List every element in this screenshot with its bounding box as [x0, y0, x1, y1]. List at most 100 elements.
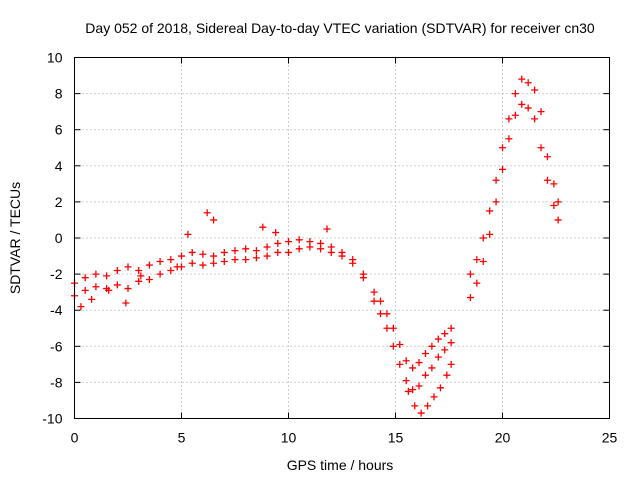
data-point — [492, 198, 500, 206]
data-point — [550, 180, 558, 188]
data-point — [285, 238, 292, 246]
data-point — [156, 257, 164, 265]
y-tick-label: 0 — [55, 230, 63, 246]
x-tick-label: 25 — [602, 430, 618, 446]
data-point — [188, 248, 196, 256]
data-point — [436, 384, 444, 392]
data-point — [124, 263, 132, 271]
data-point — [92, 283, 100, 291]
data-point — [479, 234, 487, 242]
y-tick-label: 10 — [47, 50, 63, 66]
data-point — [88, 295, 96, 303]
data-point — [441, 346, 449, 354]
data-point — [434, 335, 442, 343]
data-point — [167, 266, 175, 274]
chart-title: Day 052 of 2018, Sidereal Day-to-day VTE… — [85, 20, 595, 36]
data-point — [424, 402, 432, 410]
data-point — [199, 261, 207, 269]
tick-labels: 0 5 10 15 20 25 -10 -8 -6 -4 -2 0 2 4 6 8 10 — [42, 50, 617, 446]
plot-frame — [74, 57, 610, 419]
data-point — [447, 360, 455, 368]
data-point — [359, 274, 367, 282]
x-axis-label: GPS time / hours — [287, 457, 394, 473]
data-point — [370, 288, 378, 296]
data-point — [81, 286, 89, 294]
data-point — [543, 176, 551, 184]
series-track-c — [404, 360, 455, 417]
data-point — [415, 359, 423, 367]
data-point — [220, 248, 228, 256]
data-point — [242, 256, 250, 264]
y-tick-label: -4 — [50, 302, 63, 318]
y-tick-label: 6 — [55, 122, 63, 138]
data-points — [71, 75, 562, 417]
data-point — [505, 135, 513, 143]
data-point — [415, 382, 423, 390]
data-point — [421, 350, 429, 358]
data-point — [447, 324, 455, 332]
x-tick-label: 15 — [388, 430, 404, 446]
y-axis-label: SDTVAR / TECUs — [7, 182, 23, 294]
data-point — [473, 256, 481, 264]
data-point — [554, 198, 562, 206]
data-point — [306, 243, 314, 251]
data-point — [377, 310, 385, 318]
data-point — [389, 342, 397, 350]
data-point — [272, 229, 280, 237]
data-point — [428, 342, 436, 350]
data-point — [518, 100, 526, 108]
data-point — [492, 176, 500, 184]
data-point — [81, 274, 89, 282]
data-point — [370, 297, 378, 305]
data-point — [428, 364, 436, 372]
data-point — [443, 371, 451, 379]
data-point — [421, 371, 429, 379]
data-point — [135, 277, 143, 285]
data-point — [252, 247, 260, 255]
grid — [74, 57, 610, 419]
data-point — [145, 261, 153, 269]
data-point — [137, 272, 145, 280]
data-point — [389, 324, 397, 332]
data-point — [167, 256, 175, 264]
data-point — [338, 252, 346, 260]
data-point — [113, 266, 121, 274]
data-point — [113, 281, 121, 289]
data-point — [274, 248, 282, 256]
data-point — [524, 79, 532, 87]
data-point — [231, 247, 239, 255]
y-tick-label: -10 — [42, 411, 62, 427]
data-point — [259, 223, 267, 231]
data-point — [537, 144, 545, 152]
x-tick-label: 10 — [281, 430, 297, 446]
data-point — [396, 360, 404, 368]
data-point — [518, 75, 526, 83]
series-track-b — [71, 100, 562, 394]
data-point — [145, 276, 153, 284]
data-point — [441, 330, 449, 338]
data-point — [377, 297, 385, 305]
data-point — [511, 90, 519, 98]
data-point — [383, 324, 391, 332]
data-point — [537, 108, 545, 116]
data-point — [188, 259, 196, 267]
data-point — [122, 299, 130, 307]
data-point — [430, 393, 438, 401]
data-point — [105, 286, 113, 294]
data-point — [479, 257, 487, 265]
data-point — [417, 409, 425, 417]
data-point — [210, 259, 218, 267]
data-point — [434, 353, 442, 361]
data-point — [411, 402, 419, 410]
data-point — [210, 216, 218, 224]
data-point — [135, 266, 143, 274]
data-point — [263, 252, 271, 260]
series-scattered — [77, 209, 331, 311]
y-tick-label: -6 — [50, 338, 63, 354]
data-point — [511, 111, 519, 119]
data-point — [402, 377, 410, 385]
x-tick-label: 0 — [71, 430, 79, 446]
x-tick-label: 20 — [495, 430, 511, 446]
data-point — [124, 285, 132, 293]
